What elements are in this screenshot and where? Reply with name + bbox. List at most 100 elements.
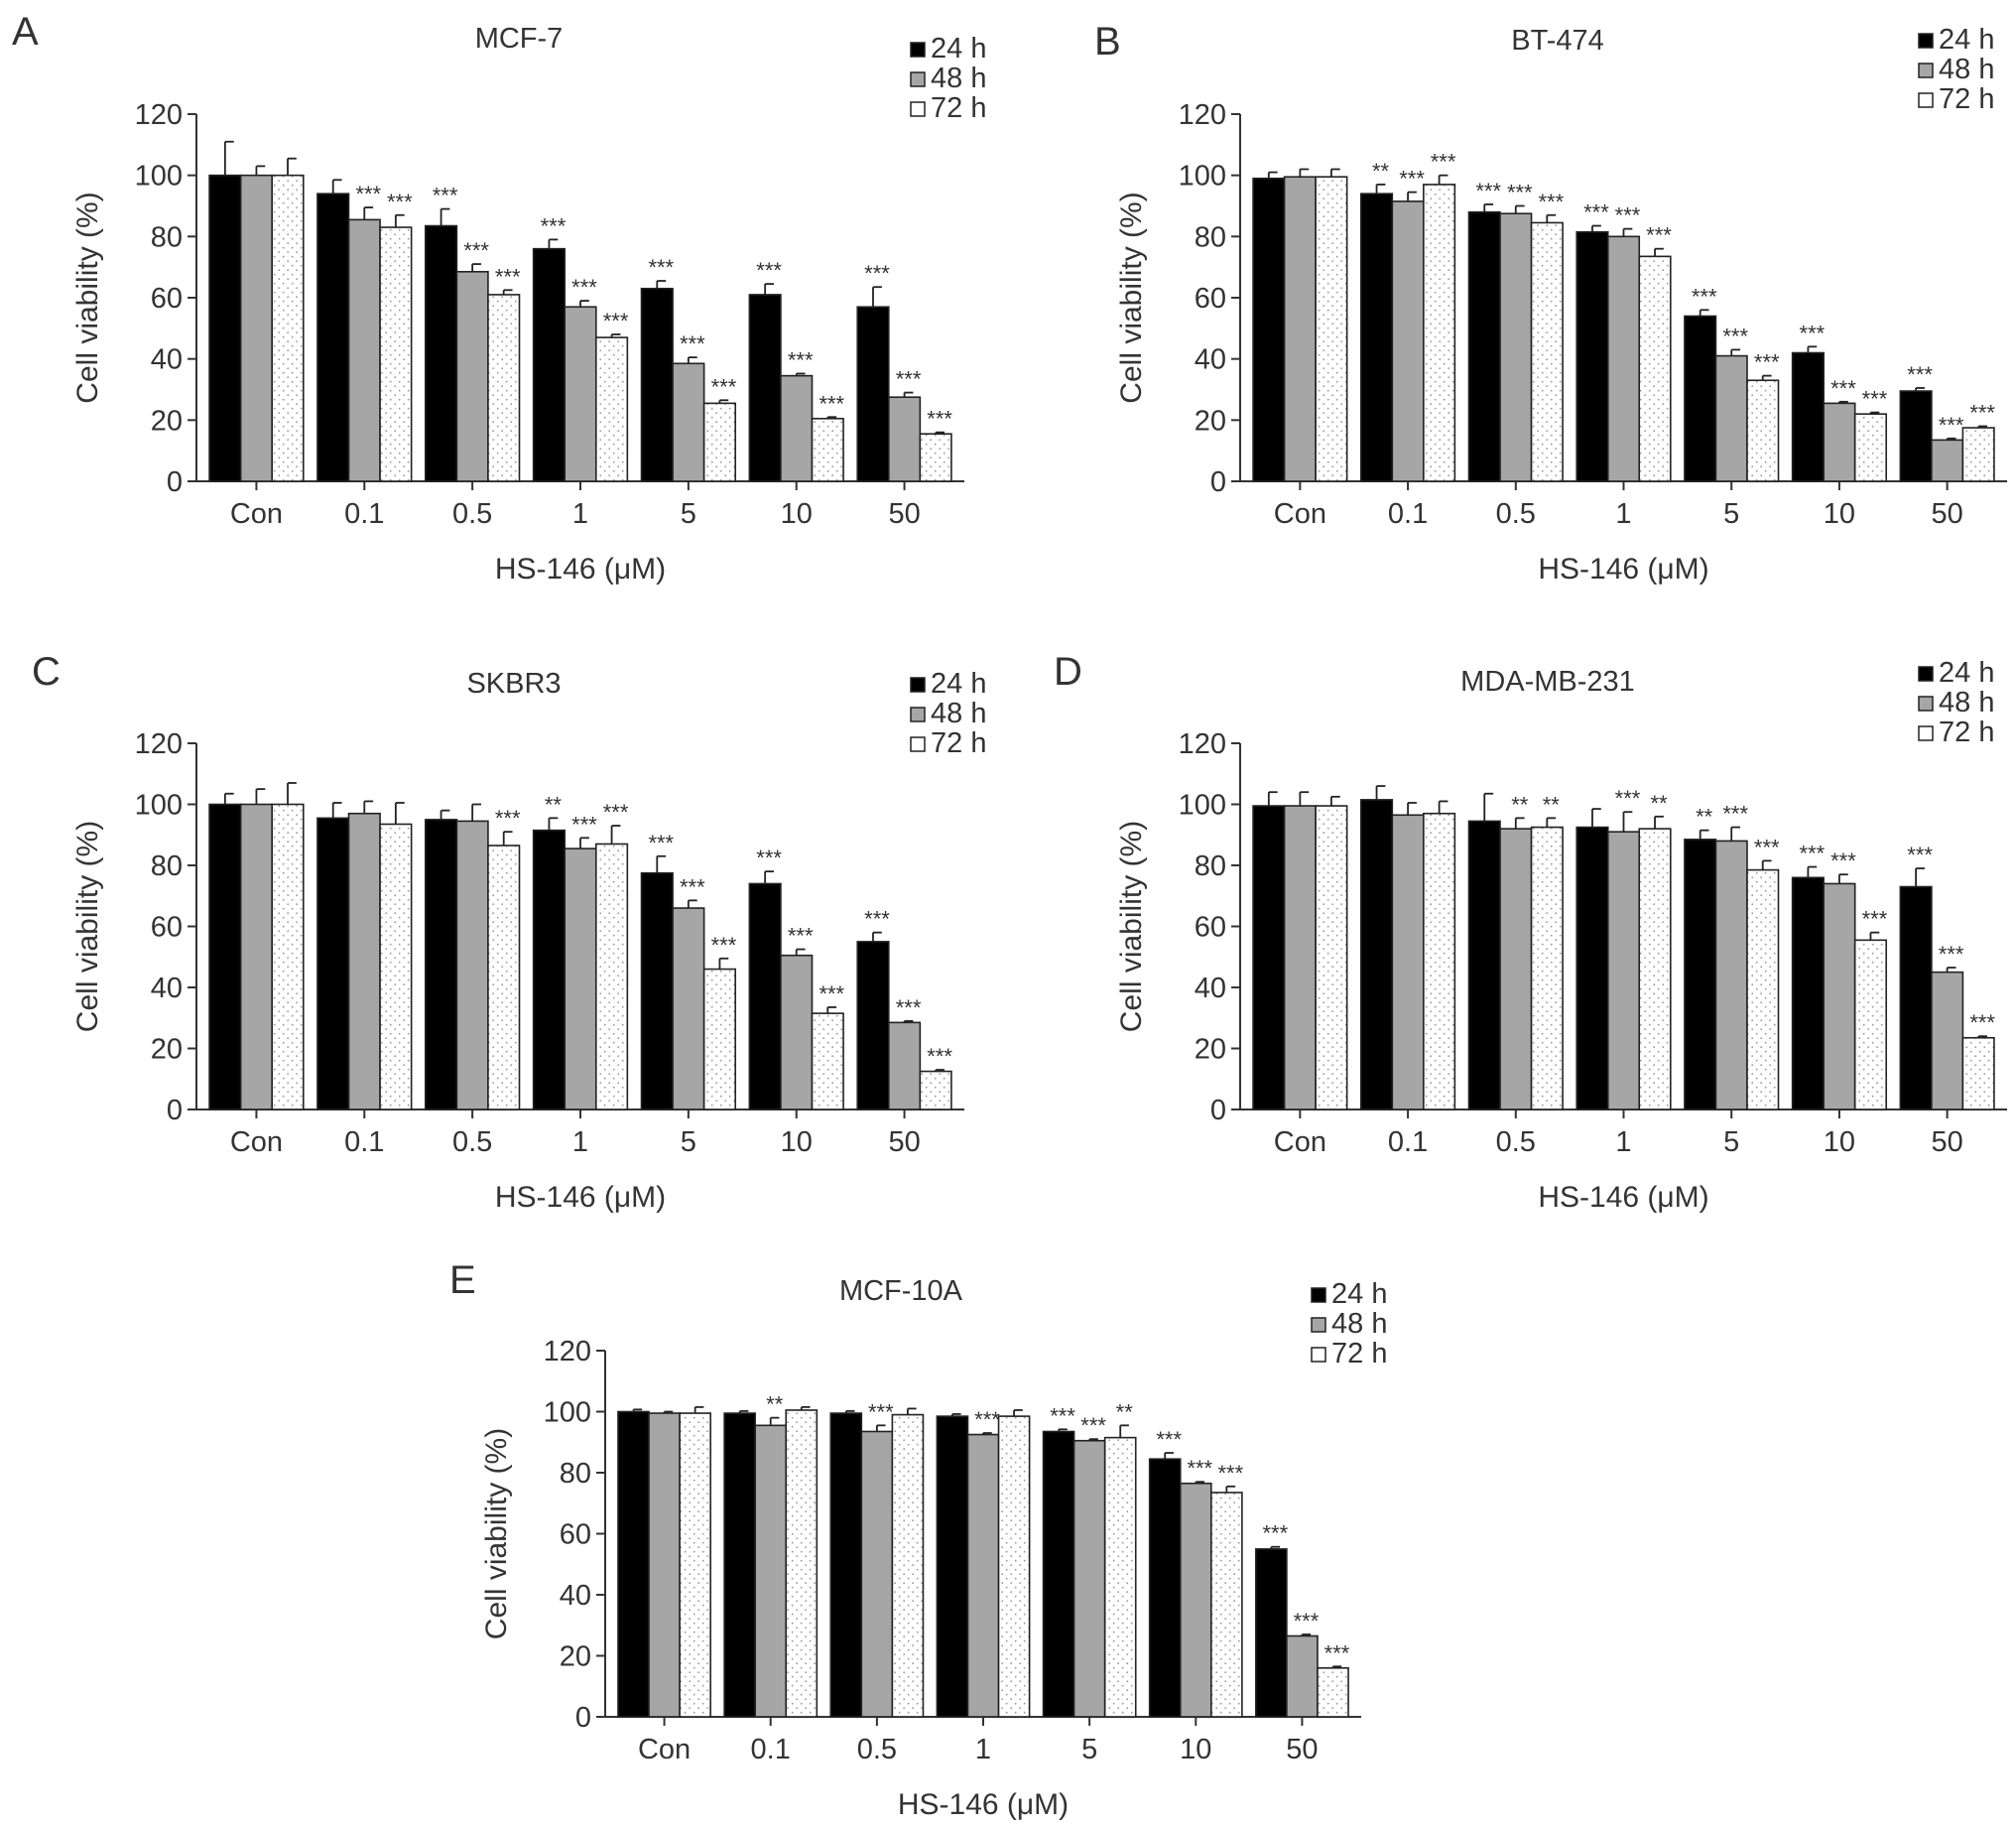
significance-label: ** <box>1543 792 1561 817</box>
bar-24-h-10 <box>1148 1458 1182 1718</box>
significance-label: *** <box>1830 848 1856 873</box>
significance-label: *** <box>1800 842 1826 866</box>
x-tick-label: Con <box>1274 1126 1326 1158</box>
bar-72-h-con <box>271 803 305 1110</box>
legend-swatch-72-h <box>1918 92 1934 108</box>
bar-72-h-5 <box>702 402 737 482</box>
x-tick-label: Con <box>1274 498 1326 530</box>
significance-label: *** <box>788 347 814 372</box>
significance-label: *** <box>974 1407 1000 1432</box>
significance-label: *** <box>819 981 844 1006</box>
significance-label: *** <box>1754 835 1780 859</box>
panel-letter: B <box>1094 20 1121 64</box>
bar-24-h-1 <box>936 1415 969 1718</box>
y-tick-label: 60 <box>151 912 183 944</box>
chart-title: MDA-MB-231 <box>1460 666 1635 698</box>
legend-swatch-72-h <box>910 736 926 752</box>
bar-48-h-1 <box>1606 831 1641 1110</box>
bar-24-h-0-5 <box>1467 820 1501 1110</box>
significance-label: *** <box>1722 324 1748 348</box>
bar-48-h-0-5 <box>455 820 489 1110</box>
bar-72-h-10 <box>1853 413 1888 482</box>
y-tick-label: 80 <box>151 221 183 253</box>
bar-48-h-1 <box>564 847 597 1110</box>
y-axis-title: Cell viability (%) <box>71 821 104 1032</box>
x-tick-label: 5 <box>1723 498 1739 530</box>
y-tick-label: 120 <box>1179 99 1226 131</box>
bar-48-h-0-1 <box>754 1424 788 1718</box>
y-tick-label: 60 <box>151 283 183 315</box>
significance-label: *** <box>648 255 674 280</box>
significance-label: *** <box>896 995 922 1020</box>
x-tick-label: 0.5 <box>452 498 492 530</box>
significance-label: *** <box>711 933 737 958</box>
bar-48-h-10 <box>1179 1482 1212 1718</box>
bar-48-h-50 <box>887 1021 922 1110</box>
legend-label: 48 h <box>1939 687 1994 718</box>
significance-label: *** <box>463 238 489 263</box>
chart-title: SKBR3 <box>466 668 561 700</box>
bar-72-h-0-1 <box>1423 184 1456 482</box>
bar-48-h-5 <box>672 362 705 482</box>
bar-48-h-0-5 <box>860 1430 894 1718</box>
y-axis-title: Cell viability (%) <box>480 1428 513 1639</box>
bar-24-h-0-5 <box>1467 210 1501 482</box>
y-tick-label: 60 <box>560 1519 591 1551</box>
y-tick-label: 100 <box>135 161 183 193</box>
significance-label: *** <box>1080 1413 1106 1438</box>
legend-label: 24 h <box>1939 657 1994 689</box>
significance-label: *** <box>927 1044 952 1069</box>
x-tick-label: Con <box>230 1126 283 1158</box>
x-tick-label: 10 <box>1180 1734 1211 1765</box>
x-tick-label: 5 <box>681 1126 696 1158</box>
y-tick-label: 20 <box>1195 405 1226 437</box>
bar-48-h-0-1 <box>347 812 381 1110</box>
bar-72-h-10 <box>1853 939 1888 1110</box>
significance-label: *** <box>1800 321 1826 345</box>
significance-label: *** <box>571 275 597 300</box>
x-tick-label: 0.1 <box>1388 1126 1428 1158</box>
y-tick-label: 80 <box>1195 221 1226 253</box>
significance-label: *** <box>1263 1521 1289 1546</box>
y-tick-label: 80 <box>151 850 183 882</box>
legend-swatch-24-h <box>1918 33 1934 49</box>
bar-24-h-50 <box>1899 885 1933 1110</box>
bar-48-h-10 <box>1823 882 1856 1110</box>
bar-48-h-10 <box>780 954 814 1110</box>
x-axis-title: HS-146 (μM) <box>898 1788 1069 1821</box>
bar-24-h-0-5 <box>424 224 458 482</box>
x-tick-label: 5 <box>681 498 696 530</box>
bar-24-h-1 <box>1575 826 1609 1110</box>
x-tick-label: 1 <box>1615 1126 1631 1158</box>
x-tick-label: 50 <box>1932 498 1963 530</box>
bar-24-h-0-1 <box>1359 799 1394 1110</box>
bar-72-h-50 <box>1961 1036 1995 1110</box>
significance-label: *** <box>1969 1010 1995 1035</box>
significance-label: *** <box>495 264 521 289</box>
bar-72-h-0-1 <box>379 823 413 1110</box>
bar-48-h-10 <box>1823 402 1856 482</box>
bar-24-h-50 <box>1255 1548 1288 1718</box>
legend-label: 48 h <box>931 698 986 729</box>
bar-24-h-50 <box>856 306 890 482</box>
x-tick-label: 10 <box>1824 498 1855 530</box>
bar-48-h-50 <box>1286 1634 1319 1718</box>
bar-24-h-0-1 <box>1359 193 1394 482</box>
legend-label: 72 h <box>1939 83 1994 115</box>
y-tick-label: 60 <box>1195 912 1226 944</box>
legend-label: 24 h <box>1331 1278 1387 1310</box>
significance-label: *** <box>1399 167 1425 192</box>
significance-label: *** <box>927 407 952 432</box>
significance-label: *** <box>1050 1403 1075 1428</box>
x-axis-title: HS-146 (μM) <box>1538 1181 1708 1214</box>
bar-72-h-1 <box>1638 255 1672 482</box>
significance-label: ** <box>1650 791 1668 816</box>
bar-48-h-50 <box>1931 439 1964 482</box>
x-axis-title: HS-146 (μM) <box>495 553 666 586</box>
legend-swatch-48-h <box>1918 63 1934 78</box>
bar-72-h-5 <box>1746 868 1780 1110</box>
significance-label: *** <box>1862 387 1888 412</box>
significance-label: *** <box>1939 413 1964 438</box>
y-tick-label: 120 <box>135 728 183 760</box>
bar-72-h-con <box>1315 176 1348 482</box>
